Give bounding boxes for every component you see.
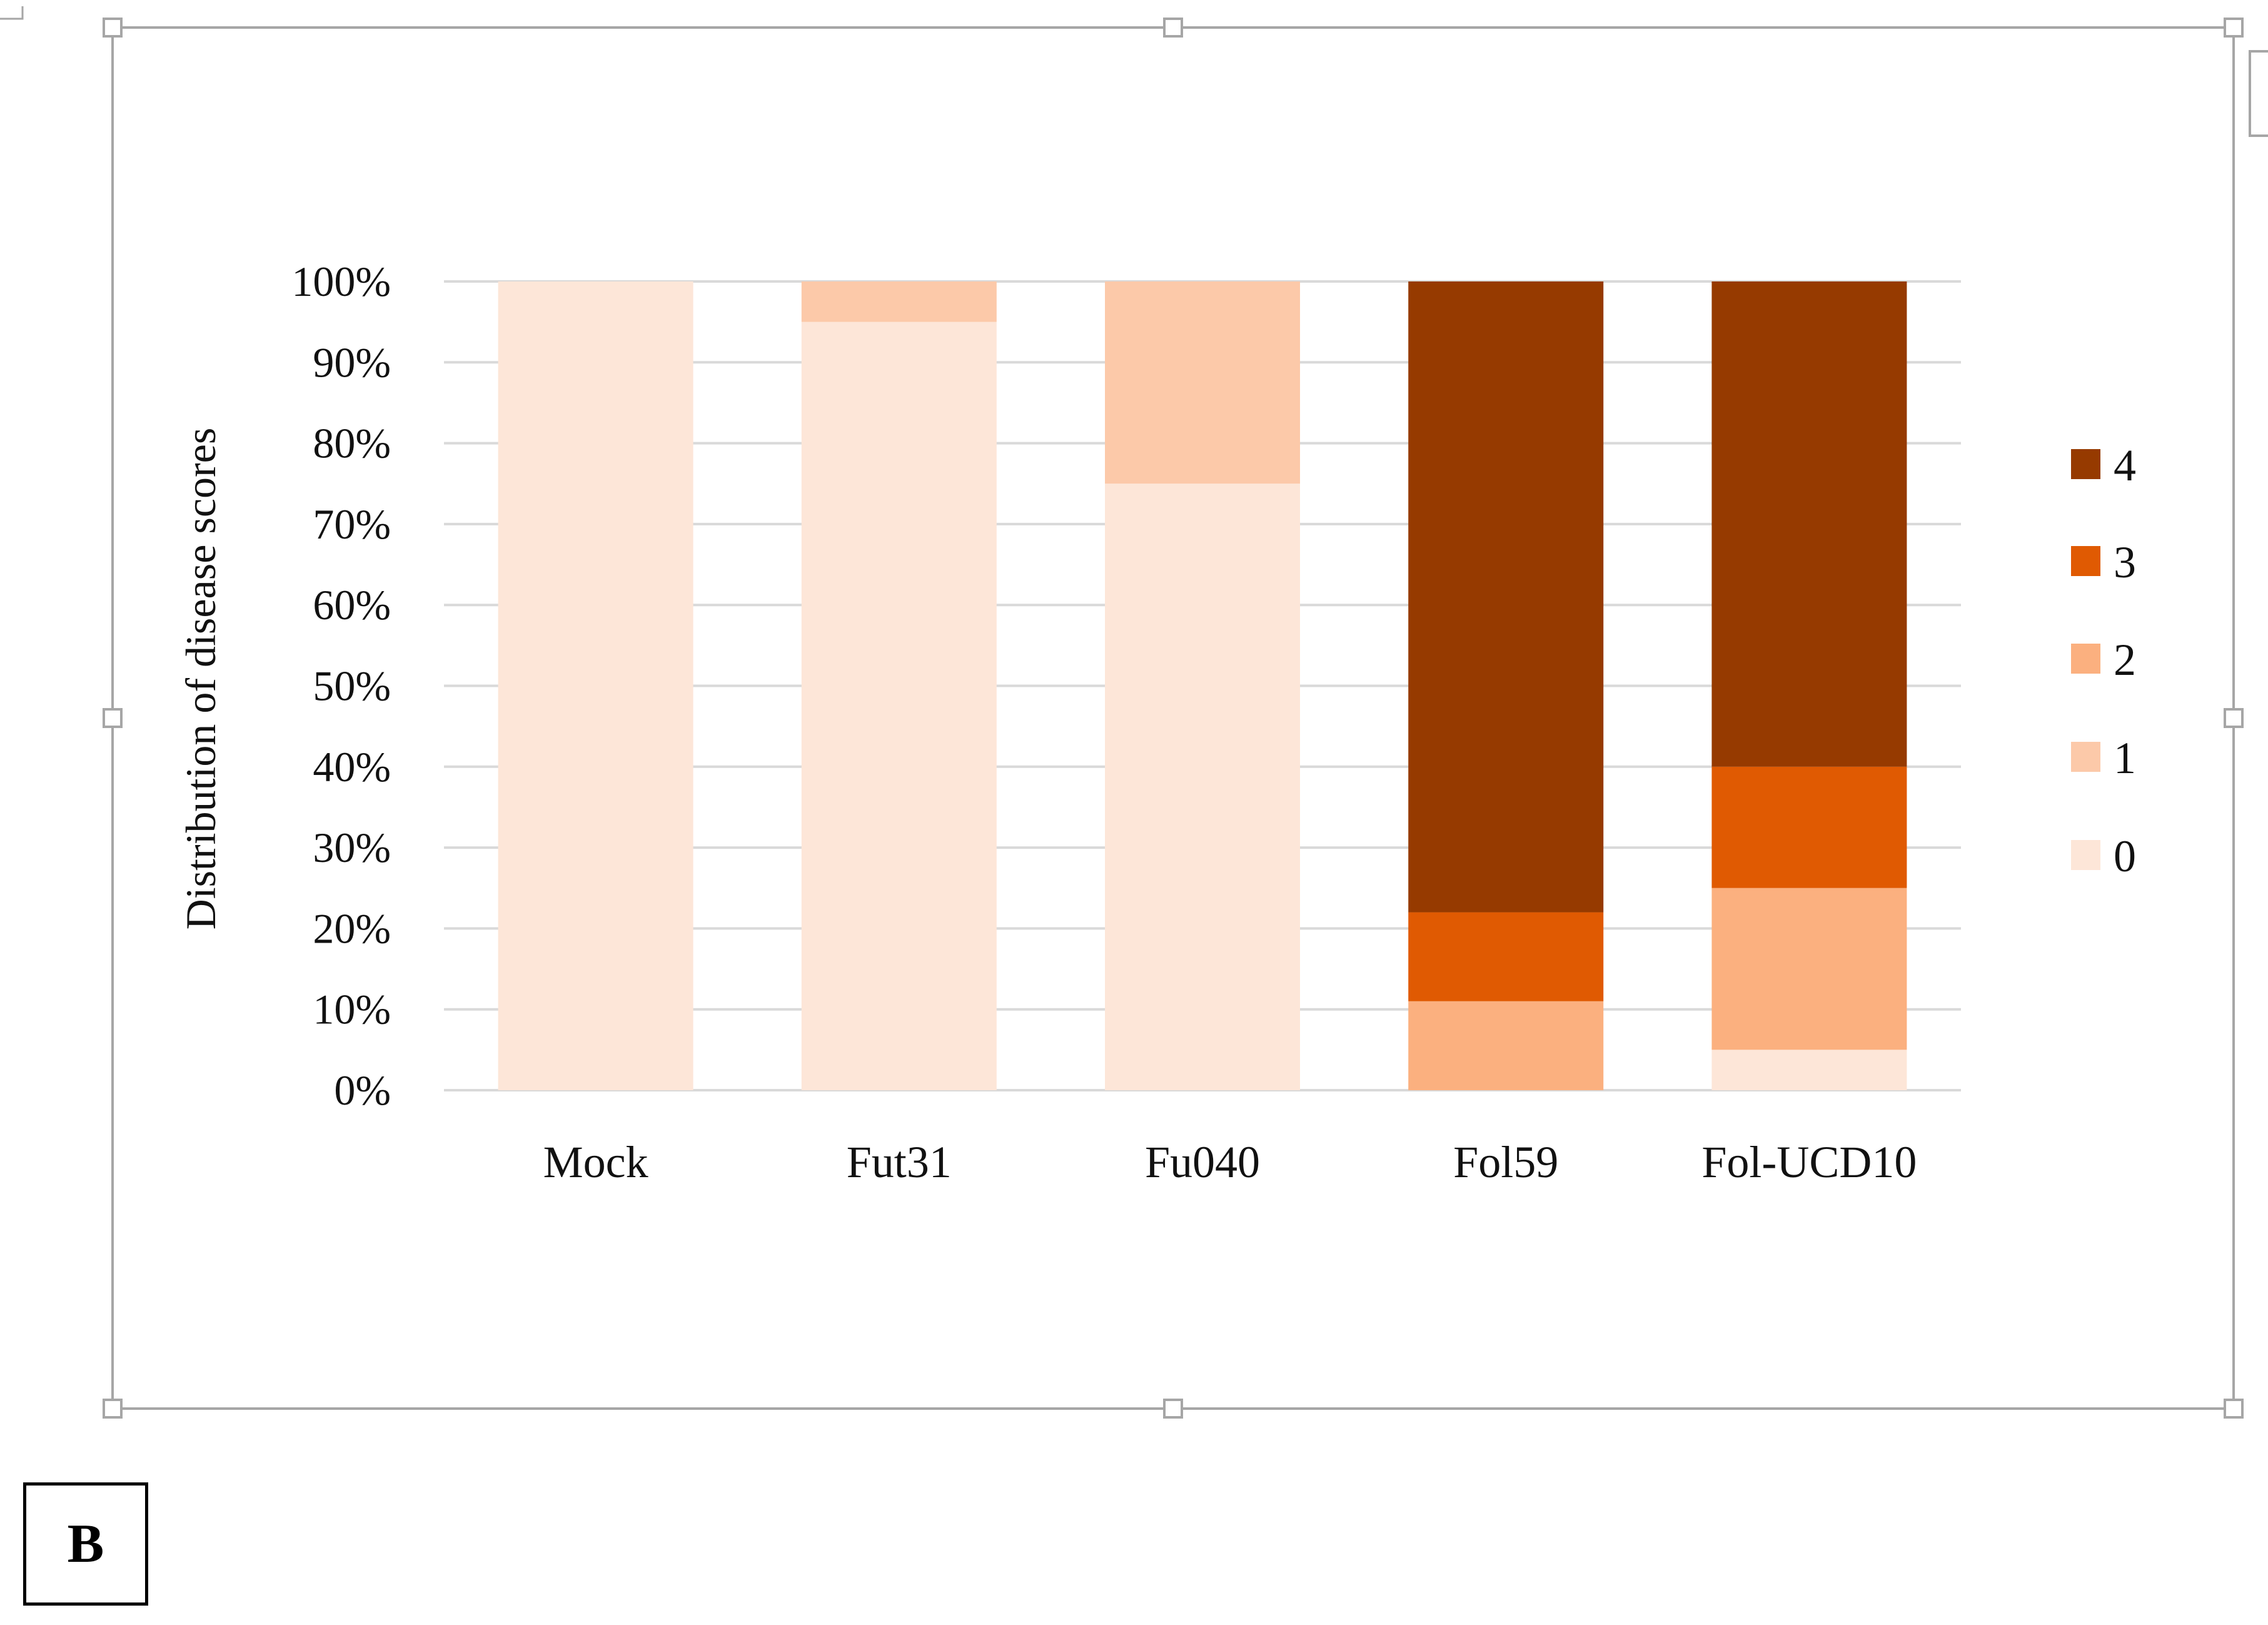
resize-handle-bottom-right[interactable] bbox=[2224, 1399, 2244, 1419]
x-tick-label: Mock bbox=[543, 1137, 648, 1187]
anchor-mark bbox=[0, 6, 24, 20]
legend-label: 3 bbox=[2114, 537, 2136, 587]
legend-swatch bbox=[2071, 840, 2100, 870]
bar-segment bbox=[498, 281, 693, 1090]
y-tick-label: 70% bbox=[313, 500, 391, 548]
bar-segment bbox=[1105, 281, 1300, 484]
resize-handle-middle-right[interactable] bbox=[2224, 708, 2244, 728]
resize-handle-bottom-left[interactable] bbox=[103, 1399, 123, 1419]
legend-label: 0 bbox=[2114, 831, 2136, 881]
layout-options-button[interactable] bbox=[2249, 50, 2268, 137]
bar-segment bbox=[1408, 912, 1604, 1001]
y-axis-tick-labels: 0% 10% 20% 30% 40% 50% 60% 70% 80% 90% 100% bbox=[291, 258, 391, 1114]
bar-segment bbox=[1408, 1001, 1604, 1090]
y-tick-label: 100% bbox=[291, 258, 391, 305]
legend-swatch bbox=[2071, 449, 2100, 479]
bar-segment bbox=[1711, 281, 1907, 767]
panel-label: B bbox=[23, 1482, 148, 1606]
legend-swatch bbox=[2071, 742, 2100, 772]
y-tick-label: 20% bbox=[313, 904, 391, 952]
resize-handle-top-middle[interactable] bbox=[1163, 18, 1183, 38]
legend-label: 4 bbox=[2114, 440, 2136, 490]
y-axis-title: Distribution of disease scores bbox=[177, 428, 224, 930]
resize-handle-middle-left[interactable] bbox=[103, 708, 123, 728]
bar-segment bbox=[1711, 888, 1907, 1050]
legend-label: 1 bbox=[2114, 733, 2136, 783]
legend-swatch bbox=[2071, 644, 2100, 674]
y-tick-label: 40% bbox=[313, 743, 391, 791]
bar-segment bbox=[1711, 1050, 1907, 1090]
bar-segment bbox=[1711, 766, 1907, 888]
resize-handle-top-left[interactable] bbox=[103, 18, 123, 38]
legend-swatch bbox=[2071, 546, 2100, 576]
bar-segment bbox=[801, 321, 997, 1090]
stacked-bars bbox=[498, 281, 1907, 1090]
y-tick-label: 90% bbox=[313, 338, 391, 386]
y-tick-label: 30% bbox=[313, 824, 391, 871]
chart-selection-frame bbox=[0, 6, 2268, 1419]
resize-handle-top-right[interactable] bbox=[2224, 18, 2244, 38]
legend: 4 3 2 1 0 bbox=[2071, 440, 2136, 881]
y-tick-label: 50% bbox=[313, 662, 391, 710]
bar-segment bbox=[1408, 281, 1604, 913]
resize-handle-bottom-middle[interactable] bbox=[1163, 1399, 1183, 1419]
y-tick-label: 10% bbox=[313, 986, 391, 1033]
bar-segment bbox=[1105, 483, 1300, 1090]
x-tick-label: Fut31 bbox=[847, 1137, 952, 1187]
y-tick-label: 60% bbox=[313, 581, 391, 629]
x-tick-label: Fol59 bbox=[1453, 1137, 1558, 1187]
x-tick-label: Fu040 bbox=[1145, 1137, 1260, 1187]
bar-segment bbox=[801, 281, 997, 322]
y-tick-label: 0% bbox=[334, 1066, 391, 1114]
y-tick-label: 80% bbox=[313, 420, 391, 467]
x-axis-category-labels: Mock Fut31 Fu040 Fol59 Fol-UCD10 bbox=[543, 1137, 1917, 1187]
legend-label: 2 bbox=[2114, 635, 2136, 685]
panel-label-text: B bbox=[67, 1514, 104, 1574]
x-tick-label: Fol-UCD10 bbox=[1701, 1137, 1917, 1187]
